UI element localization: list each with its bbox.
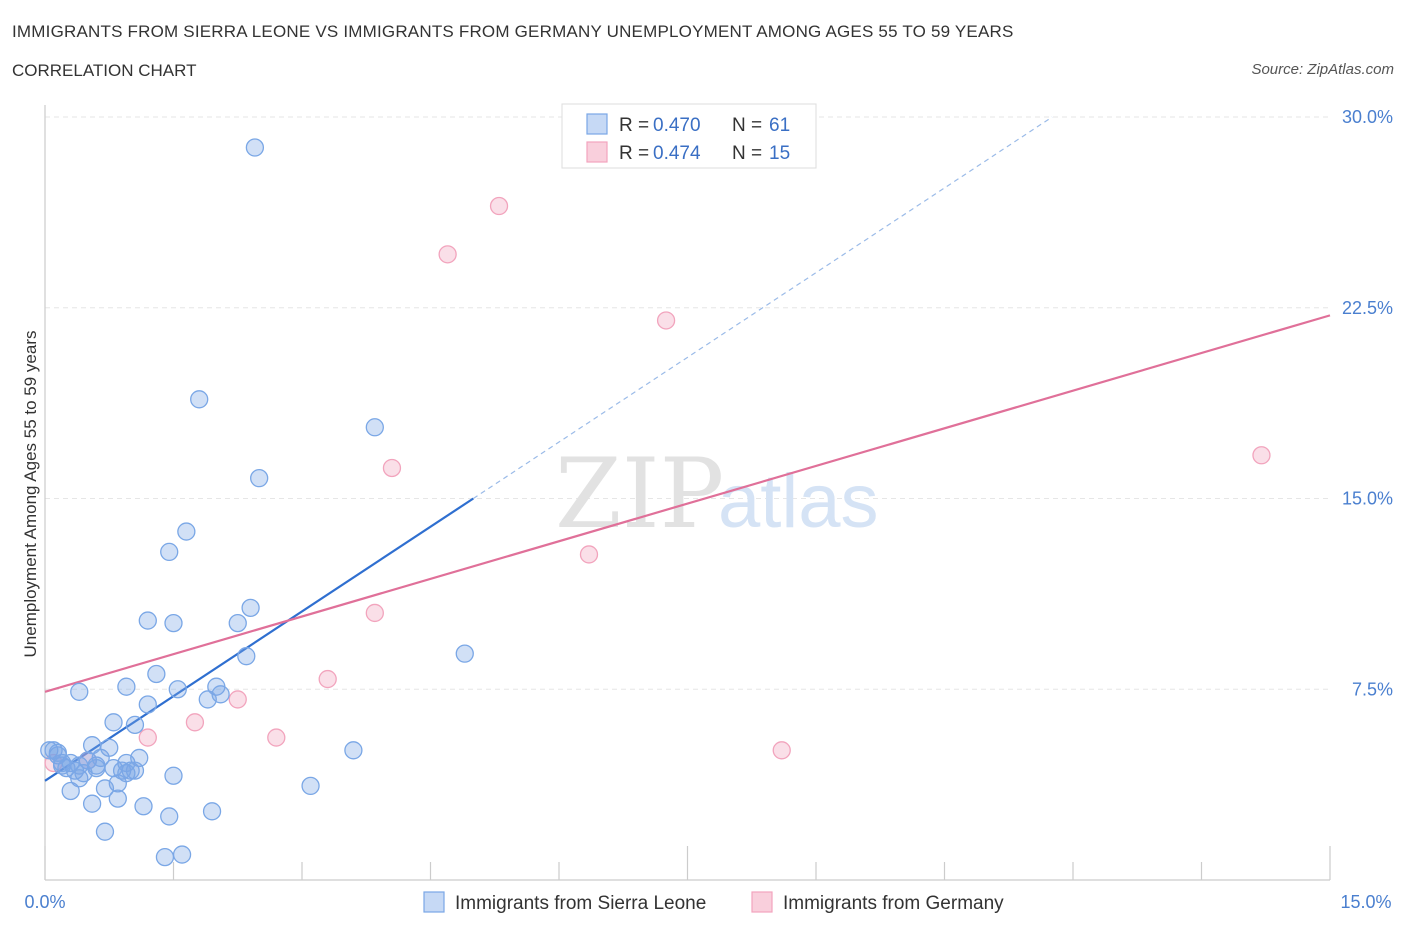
trend-line-germany (44, 314, 1331, 693)
top-legend: R = 0.470 N = 61 R = 0.474 N = 15 (561, 103, 817, 169)
y-tick-labels: 7.5% 15.0% 22.5% 30.0% (1342, 107, 1393, 699)
point-sierra-leone-23 (95, 822, 115, 841)
legend-n-label-2: N = (732, 143, 762, 164)
point-germany-3 (185, 713, 205, 732)
chart-title: IMMIGRANTS FROM SIERRA LEONE VS IMMIGRAN… (12, 22, 1014, 41)
point-sierra-leone-22 (134, 797, 153, 816)
point-sierra-leone-25 (70, 682, 89, 701)
point-sierra-leone-20 (95, 779, 115, 798)
point-germany-8 (382, 458, 402, 478)
point-sierra-leone-18 (61, 781, 80, 801)
point-germany-7 (365, 603, 384, 623)
bottom-legend-label-sierra-leone: Immigrants from Sierra Leone (455, 893, 706, 914)
point-sierra-leone-44 (237, 647, 256, 666)
y-axis-label: Unemployment Among Ages 55 to 59 years (21, 331, 40, 658)
point-sierra-leone-46 (245, 138, 265, 157)
bottom-legend-label-germany: Immigrants from Germany (783, 893, 1004, 914)
chart-subtitle: CORRELATION CHART (12, 61, 197, 80)
trend-lines (44, 116, 1331, 782)
point-sierra-leone-60 (48, 743, 67, 762)
watermark-zip: ZIP (555, 438, 724, 550)
point-sierra-leone-51 (301, 776, 320, 796)
point-sierra-leone-53 (365, 418, 384, 437)
point-sierra-leone-31 (147, 664, 166, 684)
point-sierra-leone-38 (190, 390, 209, 409)
trend-line-sierra-leone-extension (473, 116, 1053, 500)
point-sierra-leone-33 (168, 680, 187, 699)
point-sierra-leone-28 (125, 715, 145, 735)
point-sierra-leone-56 (117, 764, 136, 783)
bottom-legend: Immigrants from Sierra Leone Immigrants … (423, 891, 1004, 914)
legend-n-value-2: 15 (769, 143, 790, 164)
point-sierra-leone-41 (211, 685, 230, 704)
legend-r-value-1: 0.470 (653, 115, 701, 136)
point-sierra-leone-58 (74, 764, 93, 783)
legend-r-value-2: 0.474 (653, 143, 701, 164)
x-tick-label-max: 15.0% (1340, 892, 1391, 912)
point-sierra-leone-45 (241, 598, 260, 618)
point-sierra-leone-12 (100, 738, 119, 757)
point-germany-10 (489, 196, 509, 216)
point-sierra-leone-47 (250, 469, 269, 488)
bottom-legend-swatch-sierra-leone (423, 891, 445, 913)
x-ticks (44, 846, 1331, 880)
point-sierra-leone-48 (160, 807, 179, 826)
point-germany-11 (579, 545, 599, 564)
source-label: Source: ZipAtlas.com (1251, 61, 1394, 78)
legend-r-label-1: R = (619, 115, 649, 136)
point-germany-13 (772, 741, 791, 760)
legend-swatch-germany (586, 141, 608, 163)
y-tick-label-2: 22.5% (1342, 298, 1393, 318)
point-germany-12 (656, 311, 676, 330)
point-sierra-leone-52 (344, 741, 363, 760)
point-sierra-leone-43 (228, 613, 247, 633)
point-sierra-leone-34 (160, 542, 179, 562)
point-sierra-leone-59 (52, 753, 72, 773)
watermark-atlas: atlas (718, 459, 879, 544)
legend-n-label-1: N = (732, 115, 762, 136)
point-sierra-leone-42 (202, 802, 222, 821)
legend-n-value-1: 61 (769, 115, 790, 136)
x-tick-label-min: 0.0% (24, 892, 65, 912)
point-sierra-leone-35 (177, 522, 196, 541)
legend-r-label-2: R = (619, 143, 649, 164)
point-sierra-leone-30 (138, 695, 157, 714)
grid (45, 116, 1330, 690)
point-sierra-leone-27 (117, 677, 136, 696)
point-sierra-leone-21 (108, 789, 127, 808)
legend-swatch-sierra-leone (586, 113, 608, 135)
watermark: ZIP atlas (555, 438, 879, 550)
y-tick-label-3: 30.0% (1342, 107, 1393, 127)
point-sierra-leone-32 (164, 766, 183, 785)
trend-line-sierra-leone (44, 497, 474, 782)
y-tick-label-0: 7.5% (1352, 679, 1393, 699)
point-germany-14 (1252, 446, 1271, 465)
point-sierra-leone-37 (164, 613, 183, 633)
point-sierra-leone-50 (172, 845, 192, 864)
point-germany-9 (438, 245, 457, 264)
point-germany-6 (318, 669, 337, 689)
y-tick-label-1: 15.0% (1342, 489, 1393, 509)
point-sierra-leone-49 (155, 847, 175, 867)
point-germany-2 (138, 728, 157, 747)
point-germany-4 (228, 690, 247, 709)
point-sierra-leone-36 (138, 611, 157, 630)
point-sierra-leone-19 (82, 794, 102, 813)
bottom-legend-swatch-germany (751, 891, 773, 913)
series-sierra-leone-points (40, 138, 474, 867)
point-sierra-leone-26 (104, 713, 123, 732)
point-germany-5 (267, 728, 286, 747)
point-sierra-leone-54 (455, 644, 474, 663)
